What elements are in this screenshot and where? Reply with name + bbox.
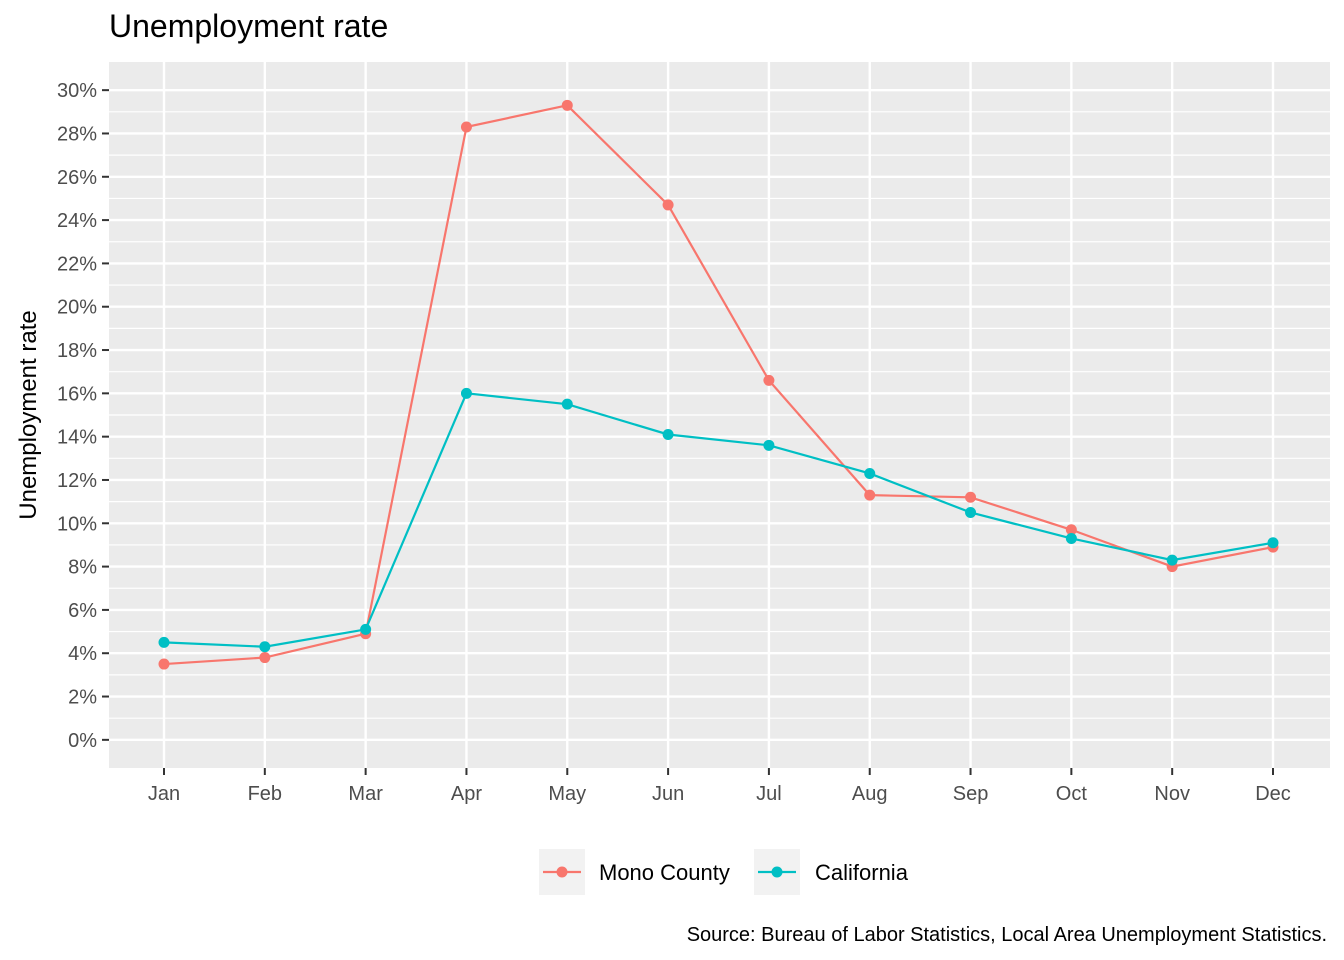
y-axis-title: Unemployment rate	[15, 310, 42, 519]
data-point-mono-county	[662, 199, 674, 211]
data-point-california	[561, 398, 573, 410]
x-tick-label: Sep	[953, 783, 989, 805]
y-tick-label: 20%	[57, 297, 97, 319]
x-tick-label: Feb	[248, 783, 282, 805]
minor-gridlines	[109, 111, 1330, 719]
data-point-california	[1065, 532, 1077, 544]
legend-point-mono-county	[556, 866, 568, 878]
y-tick-label: 22%	[57, 253, 97, 275]
legend-label-california: California	[815, 860, 909, 885]
x-tick-label: Jul	[756, 783, 782, 805]
series-lines	[163, 104, 1274, 666]
data-point-mono-county	[864, 489, 876, 501]
data-point-california	[864, 467, 876, 479]
y-tick-label: 12%	[57, 470, 97, 492]
x-tick-label: Aug	[852, 783, 888, 805]
y-tick-label: 4%	[68, 643, 97, 665]
series-line-mono-county	[163, 104, 1274, 666]
data-point-mono-county	[158, 658, 170, 670]
data-point-mono-county	[259, 652, 271, 664]
data-point-california	[259, 641, 271, 653]
x-tick-label: Jun	[652, 783, 684, 805]
x-axis: Jan Feb Mar Apr May Jun Jul Aug Sep Oct Nov Dec	[148, 768, 1291, 805]
y-tick-label: 26%	[57, 167, 97, 189]
y-tick-label: 14%	[57, 427, 97, 449]
y-tick-label: 24%	[57, 210, 97, 232]
data-point-mono-county	[763, 374, 775, 386]
y-tick-label: 8%	[68, 557, 97, 579]
y-tick-label: 0%	[68, 730, 97, 752]
legend-label-mono-county: Mono County	[599, 860, 730, 885]
chart-title: Unemployment rate	[109, 8, 389, 44]
y-tick-label: 30%	[57, 80, 97, 102]
series-line-california	[163, 392, 1274, 648]
y-tick-label: 6%	[68, 600, 97, 622]
legend-point-california	[771, 866, 783, 878]
y-tick-label: 16%	[57, 383, 97, 405]
x-tick-label: Dec	[1255, 783, 1291, 805]
x-tick-label: Nov	[1154, 783, 1190, 805]
y-axis: 0% 2% 4% 6% 8% 10% 12% 14% 16% 18% 20% 22% 24% 26% 28%…	[57, 80, 109, 752]
y-tick-label: 18%	[57, 340, 97, 362]
data-point-california	[763, 439, 775, 451]
x-tick-label: May	[548, 783, 586, 805]
x-tick-label: Jan	[148, 783, 180, 805]
data-point-mono-county	[1065, 524, 1077, 536]
data-point-california	[1267, 537, 1279, 549]
y-tick-label: 28%	[57, 123, 97, 145]
y-tick-label: 10%	[57, 513, 97, 535]
x-tick-label: Oct	[1056, 783, 1088, 805]
data-point-california	[460, 387, 472, 399]
legend: Mono County California	[539, 849, 909, 895]
data-point-california	[360, 623, 372, 635]
data-point-mono-county	[965, 491, 977, 503]
x-tick-label: Mar	[348, 783, 383, 805]
x-tick-label: Apr	[451, 783, 482, 805]
data-point-california	[1166, 554, 1178, 566]
data-point-california	[662, 428, 674, 440]
data-point-mono-county	[460, 121, 472, 133]
data-point-california	[158, 636, 170, 648]
data-point-mono-county	[561, 99, 573, 111]
y-tick-label: 2%	[68, 687, 97, 709]
source-caption: Source: Bureau of Labor Statistics, Loca…	[687, 924, 1327, 946]
data-point-california	[965, 506, 977, 518]
series-points	[158, 99, 1279, 670]
